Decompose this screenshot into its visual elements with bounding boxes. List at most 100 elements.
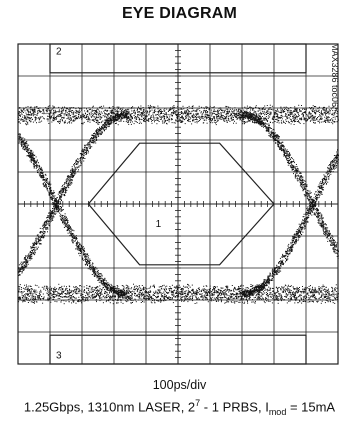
trace-sample: [75, 293, 77, 295]
trace-sample: [62, 189, 64, 191]
trace-sample: [107, 109, 109, 111]
trace-sample: [195, 296, 197, 298]
trace-sample: [143, 293, 145, 295]
trace-sample: [221, 294, 223, 295]
trace-sample: [99, 288, 101, 290]
trace-sample: [303, 123, 305, 125]
trace-sample: [104, 291, 106, 293]
trace-sample: [58, 114, 60, 116]
trace-sample: [181, 120, 183, 122]
trace-sample: [221, 291, 223, 292]
trace-sample: [312, 294, 314, 296]
trace-sample: [38, 295, 39, 297]
trace-sample: [152, 285, 154, 287]
trace-sample: [23, 120, 25, 122]
trace-sample: [225, 302, 227, 303]
trace-sample: [265, 118, 267, 119]
trace-sample: [196, 119, 198, 121]
trace-sample: [327, 111, 328, 113]
trace-sample: [244, 121, 245, 122]
trace-sample: [247, 116, 249, 118]
trace-sample: [251, 301, 253, 303]
trace-sample: [209, 292, 211, 294]
trace-sample: [271, 287, 273, 289]
trace-sample: [273, 298, 275, 300]
trace-sample: [335, 108, 337, 109]
trace-sample: [311, 118, 313, 120]
trace-sample: [225, 116, 227, 118]
trace-sample: [190, 113, 192, 115]
trace-sample: [71, 122, 73, 124]
trace-sample: [280, 297, 282, 299]
trace-sample: [272, 298, 274, 300]
trace-sample: [185, 115, 187, 117]
trace-sample: [310, 119, 312, 121]
trace-sample: [225, 292, 226, 294]
trace-sample: [172, 290, 174, 292]
trace-sample: [167, 297, 168, 299]
trace-sample: [263, 285, 265, 287]
trace-sample: [86, 108, 87, 110]
trace-sample: [138, 299, 140, 301]
trace-sample: [302, 288, 303, 290]
trace-sample: [335, 110, 337, 112]
trace-sample: [91, 291, 93, 293]
trace-sample: [147, 105, 149, 107]
trace-sample: [186, 115, 188, 117]
trace-sample: [303, 292, 305, 294]
trace-sample: [324, 289, 326, 291]
trace-sample: [205, 112, 207, 113]
trace-sample: [152, 298, 154, 300]
trace-sample: [258, 293, 260, 295]
trace-sample: [117, 111, 119, 113]
trace-sample: [246, 111, 247, 113]
trace-sample: [210, 120, 212, 122]
trace-sample: [48, 114, 50, 116]
trace-sample: [238, 286, 240, 287]
trace-sample: [163, 284, 165, 286]
trace-sample: [54, 296, 55, 298]
trace-sample: [262, 285, 264, 287]
trace-sample: [136, 291, 138, 293]
trace-sample: [143, 287, 145, 289]
trace-sample: [333, 296, 335, 298]
trace-sample: [217, 300, 219, 302]
trace-sample: [185, 110, 187, 112]
trace-sample: [33, 295, 35, 297]
trace-sample: [217, 120, 219, 122]
trace-sample: [46, 108, 48, 110]
trace-sample: [325, 292, 327, 294]
trace-sample: [193, 291, 195, 293]
trace-sample: [170, 107, 172, 109]
trace-sample: [268, 108, 270, 110]
trace-sample: [178, 284, 180, 286]
trace-sample: [311, 114, 313, 116]
trace-sample: [221, 287, 223, 289]
trace-sample: [68, 293, 70, 295]
trace-sample: [251, 109, 253, 111]
trace-sample: [112, 294, 114, 296]
trace-sample: [21, 293, 23, 295]
trace-sample: [284, 289, 286, 291]
trace-sample: [308, 288, 310, 290]
trace-sample: [197, 114, 199, 116]
trace-sample: [270, 287, 272, 289]
trace-sample: [31, 114, 33, 116]
trace-sample: [120, 296, 122, 298]
trace-sample: [240, 285, 242, 287]
trace-sample: [255, 296, 256, 298]
trace-sample: [85, 113, 86, 115]
trace-sample: [173, 111, 175, 113]
trace-sample: [280, 106, 282, 108]
trace-sample: [324, 288, 326, 290]
trace-sample: [149, 107, 151, 109]
trace-sample: [181, 290, 183, 292]
trace-sample: [305, 120, 307, 122]
trace-sample: [155, 119, 157, 121]
trace-sample: [208, 289, 210, 290]
trace-sample: [226, 114, 228, 116]
trace-sample: [241, 107, 243, 109]
trace-sample: [229, 120, 231, 122]
trace-sample: [290, 296, 292, 298]
trace-sample: [160, 300, 162, 302]
